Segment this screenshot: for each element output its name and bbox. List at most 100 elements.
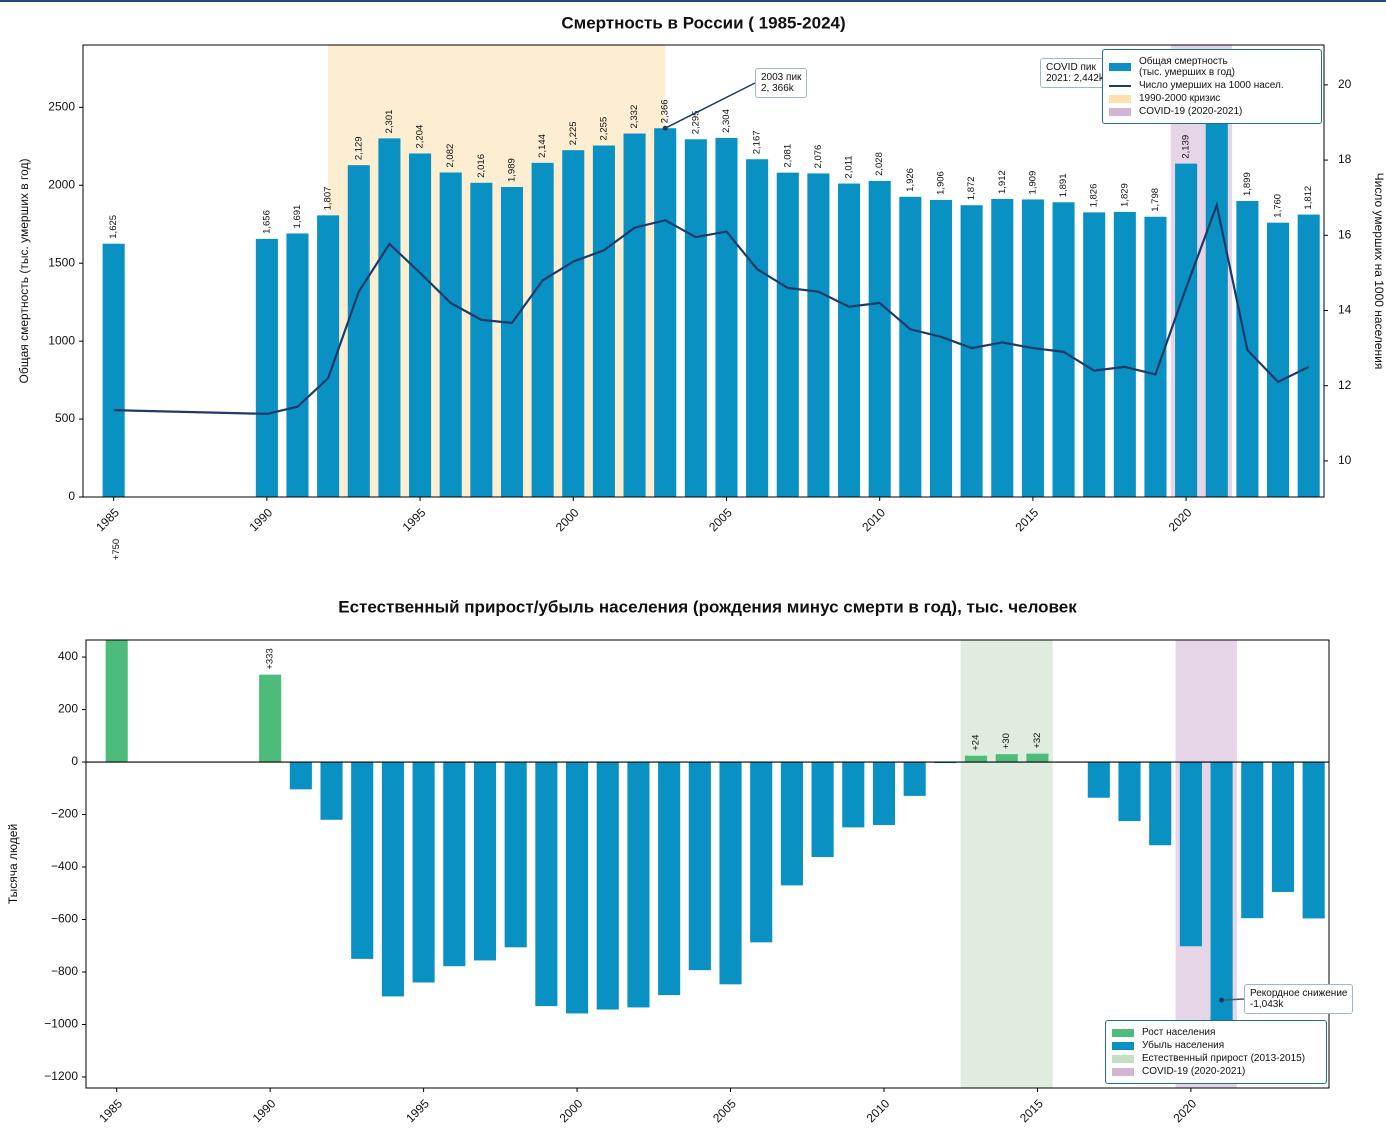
value-label: 1,899 bbox=[1242, 172, 1253, 196]
bar bbox=[746, 159, 769, 497]
arrow-head bbox=[1219, 997, 1225, 1003]
y2-tick-label: 18 bbox=[1338, 152, 1352, 166]
bar bbox=[1271, 762, 1295, 892]
value-label: 2,129 bbox=[353, 136, 364, 160]
legend-item: COVID-19 (2020-2021) bbox=[1109, 106, 1315, 117]
value-label: 1,906 bbox=[935, 171, 946, 195]
bar bbox=[592, 145, 615, 497]
y-tick-label: 0 bbox=[71, 754, 78, 768]
bar bbox=[1083, 212, 1106, 497]
bar bbox=[1267, 222, 1290, 497]
bar bbox=[470, 182, 493, 497]
annotation: 2003 пик 2, 366k bbox=[755, 68, 808, 98]
y-tick-label: −200 bbox=[51, 807, 78, 821]
y-tick-label: −800 bbox=[51, 964, 78, 978]
bar bbox=[627, 762, 650, 1008]
legend-swatch bbox=[1112, 1028, 1134, 1037]
legend-swatch bbox=[1112, 1067, 1134, 1076]
value-label: 1,912 bbox=[997, 170, 1008, 194]
legend-label: Рост населения bbox=[1142, 1027, 1216, 1038]
bar bbox=[750, 762, 773, 943]
chart-title: Смертность в России ( 1985-2024) bbox=[561, 13, 845, 32]
bar bbox=[443, 762, 466, 967]
value-label: 2,081 bbox=[782, 144, 793, 168]
bar bbox=[566, 762, 589, 1014]
x-tick-label: 1990 bbox=[246, 505, 275, 534]
value-label: 2,204 bbox=[415, 125, 426, 149]
value-label: 1,812 bbox=[1303, 186, 1314, 210]
bar bbox=[320, 762, 343, 820]
bar bbox=[1302, 762, 1325, 919]
value-label: +750 bbox=[111, 539, 122, 560]
value-label: 2,076 bbox=[813, 145, 824, 169]
legend-item: Общая смертность (тыс. умерших в год) bbox=[1109, 56, 1315, 78]
value-label: 1,691 bbox=[292, 205, 303, 229]
bar bbox=[995, 754, 1018, 763]
value-label: 2,225 bbox=[568, 121, 579, 145]
legend-item: 1990-2000 кризис bbox=[1109, 93, 1315, 104]
value-label: 2,167 bbox=[752, 130, 763, 154]
legend-label: Число умерших на 1000 насел. bbox=[1139, 80, 1284, 91]
legend-item: Естественный прирост (2013-2015) bbox=[1112, 1053, 1320, 1064]
bar bbox=[473, 762, 497, 961]
bar bbox=[654, 128, 677, 497]
value-label: 1,909 bbox=[1027, 171, 1038, 195]
value-label: 1,656 bbox=[261, 210, 272, 234]
value-label: 1,625 bbox=[108, 215, 119, 239]
bar bbox=[1179, 762, 1202, 947]
bar bbox=[105, 640, 128, 763]
bar bbox=[1144, 216, 1167, 497]
plot-frame bbox=[85, 639, 1330, 1089]
y-tick-label: 2500 bbox=[48, 100, 75, 114]
bar bbox=[1205, 116, 1228, 497]
x-tick-label: 1990 bbox=[250, 1096, 279, 1125]
legend-swatch bbox=[1112, 1054, 1134, 1063]
y-tick-label: 0 bbox=[68, 489, 75, 503]
value-label: 1,926 bbox=[905, 168, 916, 192]
x-tick-label: 2005 bbox=[706, 505, 735, 534]
legend-label: Убыль населения bbox=[1142, 1040, 1225, 1051]
bar bbox=[1026, 753, 1049, 763]
value-label: 1,760 bbox=[1273, 194, 1284, 218]
legend-item: COVID-19 (2020-2021) bbox=[1112, 1066, 1320, 1077]
legend-swatch bbox=[1109, 84, 1131, 87]
legend-label: Общая смертность (тыс. умерших в год) bbox=[1139, 56, 1235, 78]
bar bbox=[838, 183, 861, 497]
bar bbox=[378, 138, 401, 497]
value-label: 2,028 bbox=[874, 152, 885, 176]
legend-swatch bbox=[1109, 94, 1131, 103]
chart-title: Естественный прирост/убыль населения (ро… bbox=[338, 597, 1077, 616]
bar bbox=[623, 133, 646, 497]
bar bbox=[658, 762, 681, 996]
bar bbox=[439, 172, 462, 497]
value-label: 1,798 bbox=[1150, 188, 1161, 212]
bar bbox=[347, 165, 370, 497]
bar bbox=[811, 762, 834, 858]
value-label: 2,255 bbox=[598, 117, 609, 141]
annotation-arrow bbox=[664, 82, 756, 129]
legend: Общая смертность (тыс. умерших в год) Чис… bbox=[1102, 49, 1322, 124]
y2-tick-label: 20 bbox=[1338, 77, 1352, 91]
bar bbox=[596, 762, 619, 1010]
y-tick-label: 400 bbox=[58, 649, 78, 663]
value-label: 2,139 bbox=[1181, 135, 1192, 159]
plot-frame bbox=[82, 44, 1325, 498]
bar bbox=[842, 762, 865, 828]
value-label: 1,872 bbox=[966, 176, 977, 200]
y2-axis-label: Число умерших на 1000 населения bbox=[1372, 173, 1386, 370]
legend-label: Естественный прирост (2013-2015) bbox=[1142, 1053, 1306, 1064]
annotation: Рекордное снижение -1,043k bbox=[1244, 984, 1354, 1014]
bar bbox=[719, 762, 742, 985]
bar bbox=[991, 198, 1014, 497]
y2-tick-label: 14 bbox=[1338, 303, 1352, 317]
bar bbox=[929, 199, 953, 497]
bar bbox=[1241, 762, 1264, 919]
value-label: +32 bbox=[1032, 733, 1043, 749]
value-label: 1,826 bbox=[1089, 184, 1100, 208]
value-label: 1,807 bbox=[323, 187, 334, 211]
value-label: +30 bbox=[1001, 733, 1012, 749]
value-label: 2,016 bbox=[476, 154, 487, 178]
x-tick-label: 1995 bbox=[403, 1096, 432, 1125]
x-tick-label: 1985 bbox=[96, 1096, 125, 1125]
legend: Рост населения Убыль населения Естественны… bbox=[1105, 1020, 1327, 1084]
